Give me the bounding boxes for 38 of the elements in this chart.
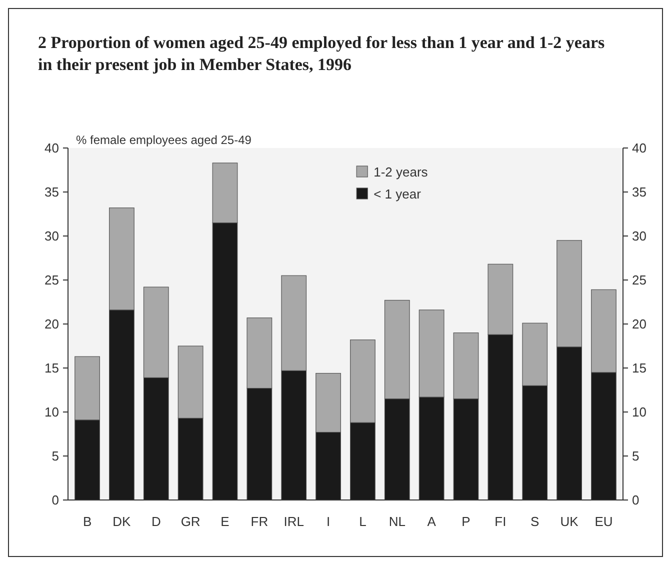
x-tick-label: GR — [180, 514, 200, 529]
x-tick-label: DK — [112, 514, 132, 529]
y-tick-label: 20 — [44, 316, 59, 332]
y2-tick-label: 10 — [632, 404, 646, 420]
y-tick-label: 35 — [44, 184, 59, 200]
y2-tick-label: 25 — [632, 272, 646, 288]
x-tick-label: IRL — [284, 514, 304, 529]
x-tick-label: EU — [594, 514, 613, 529]
y2-tick-label: 30 — [632, 228, 646, 244]
y2-tick-label: 5 — [632, 448, 640, 464]
y-tick-label: 25 — [44, 272, 59, 288]
x-tick-label: I — [326, 514, 330, 529]
y-tick-label: 0 — [52, 492, 59, 508]
y-tick-label: 5 — [52, 448, 59, 464]
y-tick-label: 40 — [44, 140, 59, 156]
legend-label: < 1 year — [374, 186, 422, 202]
x-tick-label: E — [220, 514, 230, 529]
x-tick-label: FR — [250, 514, 268, 529]
x-tick-label: P — [462, 514, 470, 529]
x-tick-label: D — [151, 514, 161, 529]
y-tick-label: 15 — [44, 360, 59, 376]
x-tick-label: A — [427, 514, 436, 529]
y-tick-label: 10 — [44, 404, 59, 420]
x-tick-label: FI — [494, 514, 506, 529]
y2-tick-label: 15 — [632, 360, 646, 376]
legend-label: 1-2 years — [374, 164, 428, 180]
y-tick-label: 30 — [44, 228, 59, 244]
y-axis-title: % female employees aged 25-49 — [76, 133, 252, 147]
y2-tick-label: 35 — [632, 184, 646, 200]
x-tick-label: UK — [560, 514, 579, 529]
chart-title: 2 Proportion of women aged 25-49 employed for less than 1 year and 1-2 years in their present job in Member States, 1996 — [38, 33, 606, 74]
x-tick-label: S — [530, 514, 540, 529]
y2-tick-label: 0 — [632, 492, 640, 508]
x-tick-label: NL — [388, 514, 406, 529]
x-tick-label: B — [82, 514, 92, 529]
y2-tick-label: 20 — [632, 316, 646, 332]
x-tick-label: L — [359, 514, 366, 529]
y2-tick-label: 40 — [632, 140, 646, 156]
